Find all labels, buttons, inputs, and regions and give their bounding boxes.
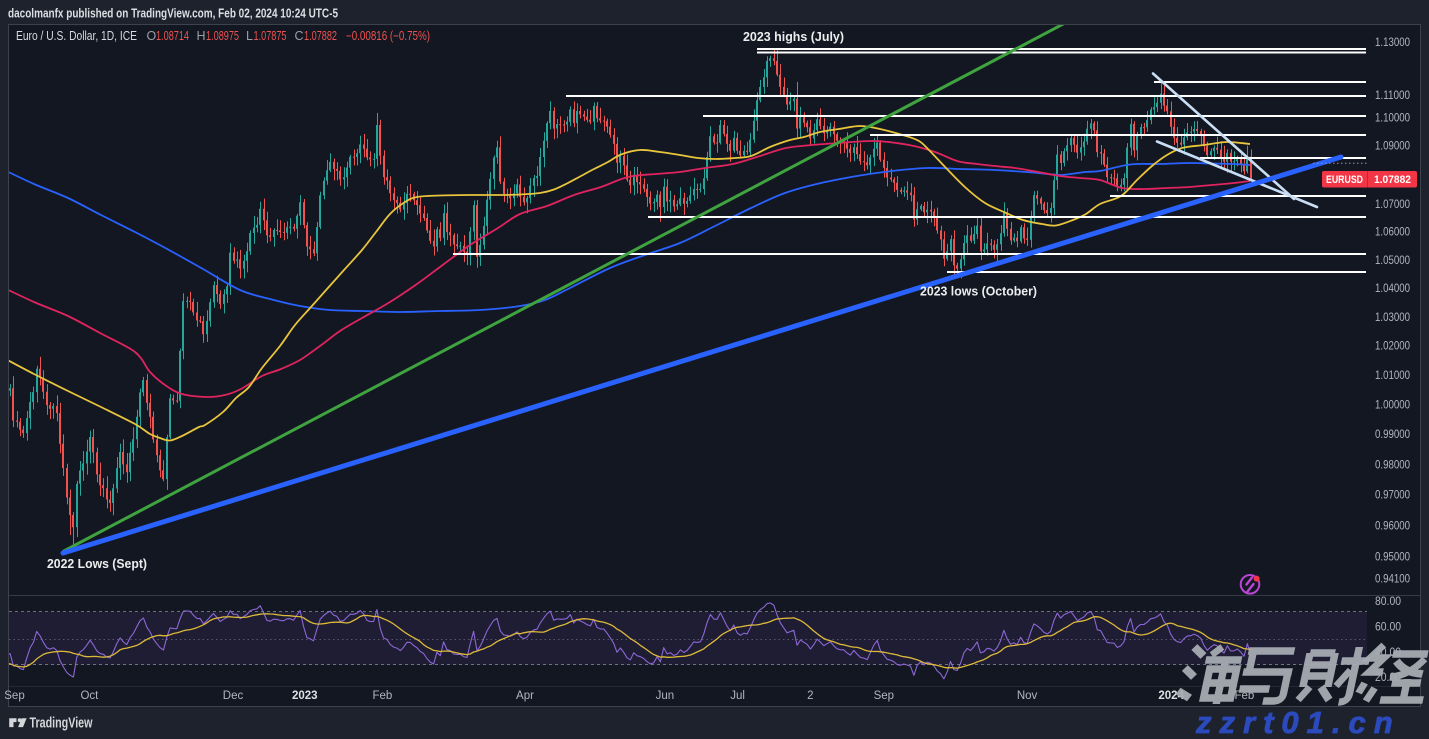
svg-text:2023: 2023 xyxy=(292,690,318,702)
svg-text:Euro / U.S. Dollar, 1D, ICE: Euro / U.S. Dollar, 1D, ICE xyxy=(16,29,137,43)
svg-text:L: L xyxy=(246,29,253,43)
svg-text:1.13000: 1.13000 xyxy=(1375,37,1410,49)
svg-text:0.94100: 0.94100 xyxy=(1375,574,1410,586)
svg-text:Sep: Sep xyxy=(4,690,24,702)
svg-text:1.07000: 1.07000 xyxy=(1375,199,1410,211)
svg-text:Feb: Feb xyxy=(1234,690,1254,702)
svg-text:2022 Lows (Sept): 2022 Lows (Sept) xyxy=(47,557,147,571)
svg-text:1.07882: 1.07882 xyxy=(1374,174,1411,186)
svg-text:0.97000: 0.97000 xyxy=(1375,490,1410,502)
svg-text:dacolmanfx published on Tradin: dacolmanfx published on TradingView.com,… xyxy=(8,6,338,21)
svg-text:1.03000: 1.03000 xyxy=(1375,312,1410,324)
svg-text:TradingView: TradingView xyxy=(30,715,93,732)
svg-text:0.98000: 0.98000 xyxy=(1375,459,1410,471)
svg-text:0.95000: 0.95000 xyxy=(1375,551,1410,563)
svg-text:2023 highs (July): 2023 highs (July) xyxy=(743,30,844,44)
svg-text:80.00: 80.00 xyxy=(1375,596,1401,608)
svg-text:2023 lows (October): 2023 lows (October) xyxy=(920,285,1037,299)
svg-text:1.01000: 1.01000 xyxy=(1375,370,1410,382)
svg-text:1.08975: 1.08975 xyxy=(206,29,239,43)
svg-text:0.99000: 0.99000 xyxy=(1375,429,1410,441)
svg-text:0.96000: 0.96000 xyxy=(1375,520,1410,532)
svg-text:1.07875: 1.07875 xyxy=(254,29,287,43)
svg-text:Dec: Dec xyxy=(223,690,244,702)
svg-text:Feb: Feb xyxy=(372,690,392,702)
svg-text:1.09000: 1.09000 xyxy=(1375,141,1410,153)
svg-text:EURUSD: EURUSD xyxy=(1326,174,1363,186)
svg-text:Sep: Sep xyxy=(874,690,894,702)
svg-text:2: 2 xyxy=(807,690,813,702)
svg-text:Apr: Apr xyxy=(516,690,534,702)
svg-text:1.00000: 1.00000 xyxy=(1375,399,1410,411)
svg-text:1.02000: 1.02000 xyxy=(1375,341,1410,353)
svg-text:1.05000: 1.05000 xyxy=(1375,255,1410,267)
svg-text:1.07882: 1.07882 xyxy=(304,29,337,43)
svg-text:−0.00816 (−0.75%): −0.00816 (−0.75%) xyxy=(346,29,430,43)
svg-text:60.00: 60.00 xyxy=(1375,621,1401,633)
svg-text:1.04000: 1.04000 xyxy=(1375,283,1410,295)
svg-text:O: O xyxy=(147,29,157,43)
svg-text:H: H xyxy=(197,29,206,43)
svg-text:1.10000: 1.10000 xyxy=(1375,113,1410,125)
svg-text:Jul: Jul xyxy=(730,690,745,702)
svg-text:1.06000: 1.06000 xyxy=(1375,227,1410,239)
svg-text:zzrt01.cn: zzrt01.cn xyxy=(1195,705,1401,739)
svg-text:C: C xyxy=(295,29,304,43)
svg-text:Oct: Oct xyxy=(80,690,99,702)
svg-text:Nov: Nov xyxy=(1017,690,1038,702)
svg-text:1.11000: 1.11000 xyxy=(1375,90,1410,102)
svg-text:Jun: Jun xyxy=(656,690,675,702)
svg-text:1.08714: 1.08714 xyxy=(156,29,189,43)
